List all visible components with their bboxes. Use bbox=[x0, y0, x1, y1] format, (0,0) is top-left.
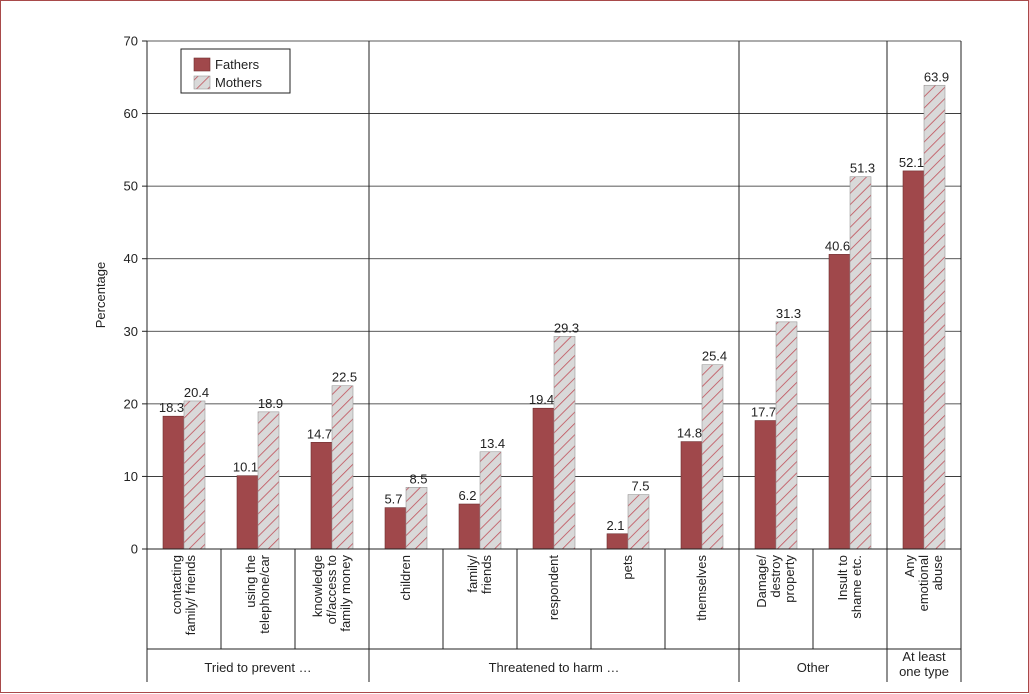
value-label-fathers: 6.2 bbox=[458, 488, 476, 503]
category-label: Damage/ bbox=[754, 555, 769, 608]
category-label: of/access to bbox=[324, 555, 339, 624]
group-label: At least bbox=[902, 649, 946, 664]
bar-mothers bbox=[923, 84, 946, 550]
group-label: Threatened to harm … bbox=[489, 660, 620, 675]
legend-swatch-fathers bbox=[193, 57, 211, 72]
category-label: emotional bbox=[916, 555, 931, 611]
value-label-fathers: 14.7 bbox=[307, 426, 332, 441]
category-label: property bbox=[782, 555, 797, 603]
value-label-mothers: 29.3 bbox=[554, 320, 579, 335]
y-axis-title: Percentage bbox=[93, 262, 108, 329]
category-label: friends bbox=[479, 555, 494, 595]
value-label-fathers: 17.7 bbox=[751, 405, 776, 420]
category-label: Insult to bbox=[835, 555, 850, 601]
y-tick-label: 30 bbox=[124, 324, 138, 339]
legend-label-mothers: Mothers bbox=[215, 75, 262, 90]
bar-mothers bbox=[849, 176, 872, 550]
value-label-fathers: 10.1 bbox=[233, 460, 258, 475]
category-label: children bbox=[398, 555, 413, 601]
category-label: contacting bbox=[169, 555, 184, 614]
category-label: shame etc. bbox=[849, 555, 864, 619]
bar-fathers bbox=[754, 420, 777, 550]
bar-mothers bbox=[479, 451, 502, 550]
bar-fathers bbox=[532, 407, 555, 550]
value-label-fathers: 2.1 bbox=[606, 518, 624, 533]
value-label-mothers: 63.9 bbox=[924, 69, 949, 84]
bar-mothers bbox=[331, 385, 354, 550]
category-label: respondent bbox=[546, 555, 561, 620]
y-tick-label: 70 bbox=[124, 34, 138, 49]
bar-fathers bbox=[606, 533, 629, 550]
bar-fathers bbox=[384, 507, 407, 550]
value-label-mothers: 20.4 bbox=[184, 385, 209, 400]
bar-fathers bbox=[236, 475, 259, 550]
category-label: family money bbox=[338, 555, 353, 632]
value-label-fathers: 19.4 bbox=[529, 392, 554, 407]
y-tick-label: 20 bbox=[124, 396, 138, 411]
legend-swatch-mothers bbox=[193, 75, 211, 90]
group-label: one type bbox=[899, 664, 949, 679]
bar-fathers bbox=[680, 441, 703, 550]
group-label: Tried to prevent … bbox=[204, 660, 311, 675]
bar-mothers bbox=[183, 400, 206, 550]
category-label: telephone/car bbox=[257, 554, 272, 633]
value-label-fathers: 14.8 bbox=[677, 426, 702, 441]
bar-fathers bbox=[458, 503, 481, 550]
value-label-mothers: 25.4 bbox=[702, 349, 727, 364]
value-label-fathers: 5.7 bbox=[384, 492, 402, 507]
category-label: themselves bbox=[694, 555, 709, 621]
bar-fathers bbox=[162, 415, 185, 550]
value-label-fathers: 52.1 bbox=[899, 155, 924, 170]
group-label: Other bbox=[797, 660, 830, 675]
bar-mothers bbox=[553, 336, 576, 550]
bar-mothers bbox=[701, 364, 724, 550]
value-label-fathers: 40.6 bbox=[825, 238, 850, 253]
y-tick-label: 10 bbox=[124, 469, 138, 484]
category-label: family/ bbox=[465, 555, 480, 593]
y-tick-label: 60 bbox=[124, 106, 138, 121]
value-label-fathers: 18.3 bbox=[159, 400, 184, 415]
category-label: destroy bbox=[768, 555, 783, 598]
category-label: Any bbox=[902, 555, 917, 578]
value-label-mothers: 31.3 bbox=[776, 306, 801, 321]
bar-fathers bbox=[310, 442, 333, 550]
category-label: using the bbox=[243, 555, 258, 608]
value-label-mothers: 18.9 bbox=[258, 396, 283, 411]
value-label-mothers: 13.4 bbox=[480, 436, 505, 451]
category-label: family/ friends bbox=[183, 555, 198, 636]
value-label-mothers: 8.5 bbox=[409, 471, 427, 486]
bar-fathers bbox=[902, 170, 925, 550]
category-label: knowledge bbox=[310, 555, 325, 617]
y-tick-label: 50 bbox=[124, 179, 138, 194]
value-label-mothers: 22.5 bbox=[332, 370, 357, 385]
value-label-mothers: 7.5 bbox=[631, 479, 649, 494]
y-tick-label: 40 bbox=[124, 251, 138, 266]
bar-mothers bbox=[775, 321, 798, 550]
category-label: pets bbox=[620, 555, 635, 580]
bar-fathers bbox=[828, 254, 851, 550]
bar-mothers bbox=[405, 487, 428, 550]
y-tick-label: 0 bbox=[131, 542, 138, 557]
bar-mothers bbox=[257, 411, 280, 550]
legend-label-fathers: Fathers bbox=[215, 57, 260, 72]
bar-mothers bbox=[627, 494, 650, 550]
category-label: abuse bbox=[930, 555, 945, 590]
value-label-mothers: 51.3 bbox=[850, 161, 875, 176]
